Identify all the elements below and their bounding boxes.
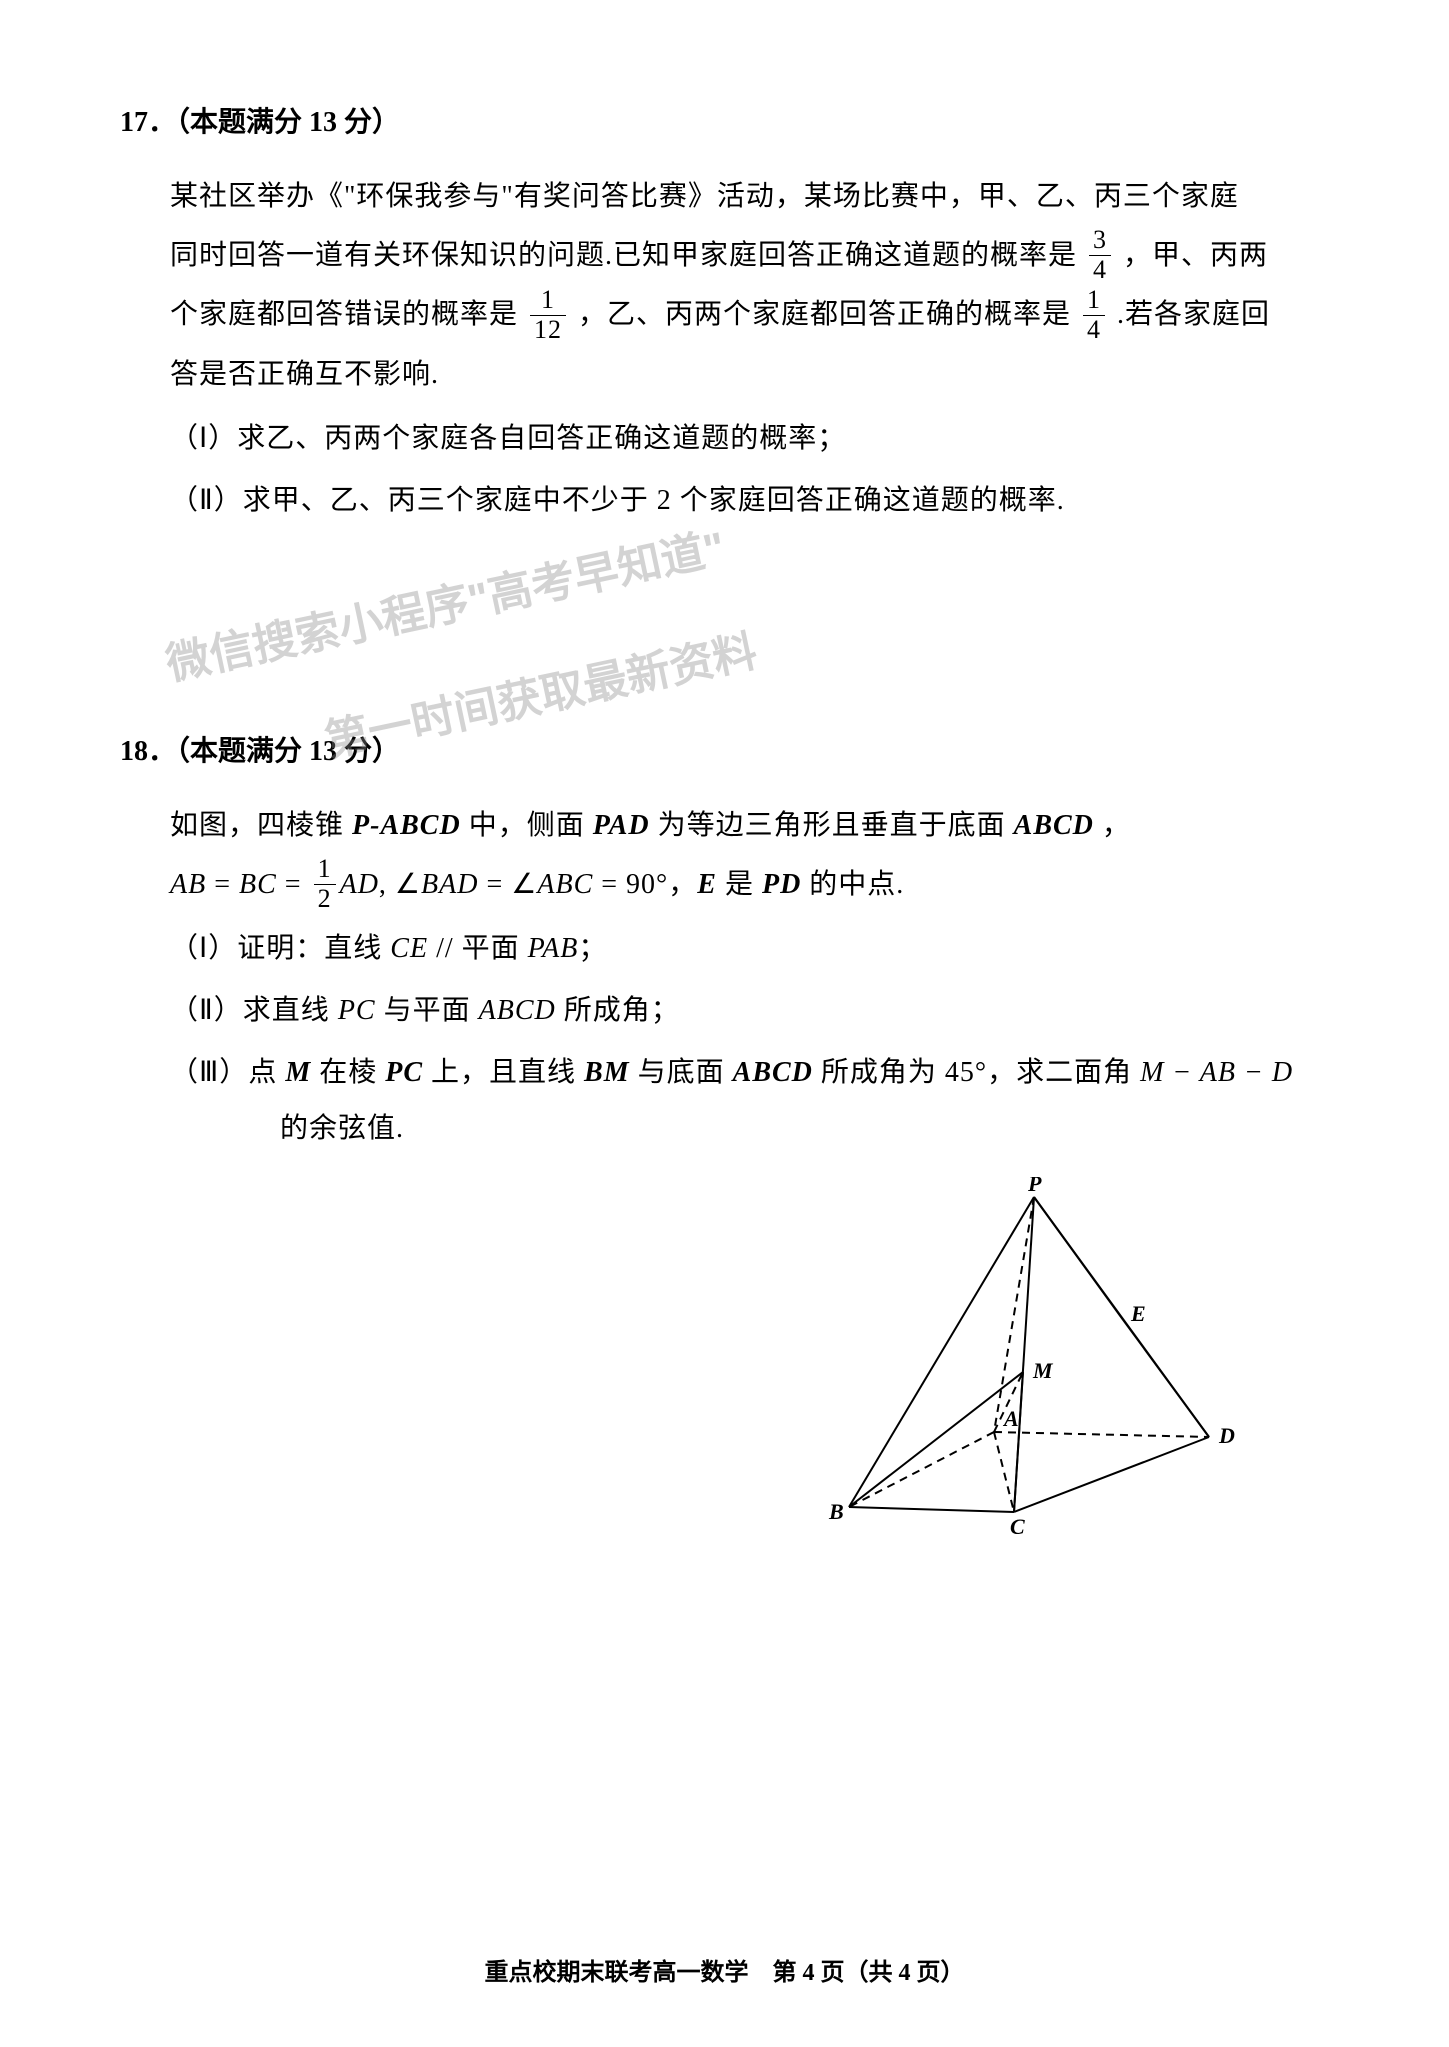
frac-1-4: 14 <box>1083 286 1105 344</box>
page-footer: 重点校期末联考高一数学 第 4 页（共 4 页） <box>0 1952 1449 1987</box>
frac-3-4: 34 <box>1089 226 1111 284</box>
problem-17-header: 17．（本题满分 13 分） <box>120 100 1329 140</box>
p18-sub-1: （Ⅰ）证明：直线 CE // 平面 PAB； <box>170 921 1329 977</box>
svg-text:C: C <box>1010 1514 1026 1537</box>
frac-1-12: 112 <box>530 286 566 344</box>
svg-text:A: A <box>1002 1406 1020 1431</box>
problem-18-body: 如图，四棱锥 P-ABCD 中，侧面 PAD 为等边三角形且垂直于底面 ABCD… <box>120 797 1329 1537</box>
svg-text:E: E <box>1130 1301 1147 1326</box>
p17-sub-2: （Ⅱ）求甲、乙、丙三个家庭中不少于 2 个家庭回答正确这道题的概率. <box>170 473 1329 529</box>
problem-18-header: 18．（本题满分 13 分） <box>120 729 1329 769</box>
problem-18-number: 18． <box>120 736 176 767</box>
pyramid-diagram: P A B C D E M <box>799 1177 1239 1537</box>
problem-17-points: （本题满分 13 分） <box>176 107 400 138</box>
watermark-1: 微信搜索小程序"高考早知道" <box>160 511 731 692</box>
p17-line-2: 同时回答一道有关环保知识的问题.已知甲家庭回答正确这道题的概率是 34 ，甲、丙… <box>170 227 1329 287</box>
svg-text:M: M <box>1032 1358 1054 1383</box>
p18-sub-3: （Ⅲ）点 M 在棱 PC 上，且直线 BM 与底面 ABCD 所成角为 45°，… <box>170 1045 1329 1157</box>
svg-text:P: P <box>1027 1177 1042 1196</box>
p18-sub-2: （Ⅱ）求直线 PC 与平面 ABCD 所成角； <box>170 983 1329 1039</box>
svg-text:B: B <box>828 1499 845 1524</box>
p18-line-2-equation: AB = BC = 12AD, ∠BAD = ∠ABC = 90°，E 是 PD… <box>170 856 1329 916</box>
problem-18: 18．（本题满分 13 分） 如图，四棱锥 P-ABCD 中，侧面 PAD 为等… <box>120 729 1329 1537</box>
p18-diagram-wrap: P A B C D E M <box>170 1177 1329 1537</box>
p17-line-3: 个家庭都回答错误的概率是 112 ，乙、丙两个家庭都回答正确的概率是 14 .若… <box>170 286 1329 346</box>
p17-line-4: 答是否正确互不影响. <box>170 346 1329 405</box>
problem-18-points: （本题满分 13 分） <box>176 736 400 767</box>
problem-17-number: 17． <box>120 107 176 138</box>
problem-17-body: 某社区举办《"环保我参与"有奖问答比赛》活动，某场比赛中，甲、乙、丙三个家庭 同… <box>120 168 1329 529</box>
problem-17: 17．（本题满分 13 分） 某社区举办《"环保我参与"有奖问答比赛》活动，某场… <box>120 100 1329 529</box>
svg-text:D: D <box>1218 1423 1236 1448</box>
p18-line-1: 如图，四棱锥 P-ABCD 中，侧面 PAD 为等边三角形且垂直于底面 ABCD… <box>170 797 1329 856</box>
p17-sub-1: （Ⅰ）求乙、丙两个家庭各自回答正确这道题的概率； <box>170 411 1329 467</box>
p17-line-1: 某社区举办《"环保我参与"有奖问答比赛》活动，某场比赛中，甲、乙、丙三个家庭 <box>170 168 1329 227</box>
